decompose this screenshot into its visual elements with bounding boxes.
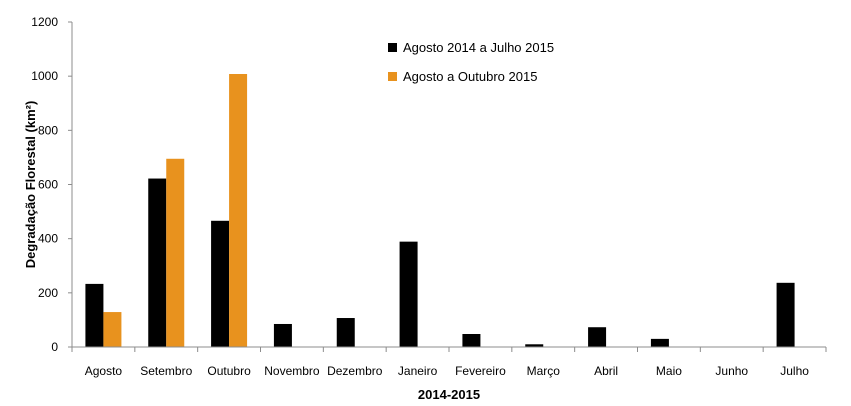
x-tick-label: Setembro [140, 364, 192, 378]
y-tick-label: 1000 [31, 69, 58, 83]
x-tick-label: Agosto [85, 364, 123, 378]
bar-series-2 [103, 312, 122, 347]
y-tick-label: 200 [38, 286, 58, 300]
x-tick-label: Maio [656, 364, 682, 378]
bar-series-1 [525, 344, 544, 347]
x-tick-label: Abril [594, 364, 618, 378]
x-axis-title: 2014-2015 [418, 387, 480, 402]
legend-swatch [388, 43, 397, 52]
x-tick-label: Junho [715, 364, 748, 378]
bar-series-1 [462, 334, 481, 347]
y-tick-label: 400 [38, 232, 58, 246]
bar-series-1 [776, 282, 795, 347]
y-tick-label: 600 [38, 178, 58, 192]
bar-series-1 [399, 241, 418, 347]
x-tick-label: Março [527, 364, 561, 378]
y-axis-title: Degradação Florestal (km²) [23, 101, 38, 269]
x-tick-label: Janeiro [398, 364, 438, 378]
bar-series-1 [148, 178, 167, 347]
y-tick-label: 0 [51, 340, 58, 354]
y-tick-label: 1200 [31, 15, 58, 29]
bar-series-2 [229, 74, 248, 347]
legend-swatch [388, 72, 397, 81]
x-tick-label: Fevereiro [455, 364, 506, 378]
bar-series-1 [588, 327, 607, 347]
bar-series-1 [211, 220, 230, 347]
y-axis-ticks: 0 200 400 600 800 1000 1200 [31, 15, 72, 354]
x-tick-label: Novembro [264, 364, 320, 378]
legend: Agosto 2014 a Julho 2015 Agosto a Outubro… [388, 40, 554, 84]
bar-series-1 [650, 338, 669, 347]
bar-series-1 [273, 323, 292, 347]
y-tick-label: 800 [38, 123, 58, 137]
legend-label: Agosto 2014 a Julho 2015 [403, 40, 554, 55]
bar-series-2 [166, 158, 185, 347]
bar-series-1 [336, 318, 355, 347]
x-tick-label: Dezembro [327, 364, 383, 378]
bars [85, 74, 795, 347]
x-tick-label: Julho [780, 364, 809, 378]
legend-label: Agosto a Outubro 2015 [403, 69, 537, 84]
x-axis-ticks: Agosto Setembro Outubro Novembro Dezembro Jan… [71, 347, 827, 378]
x-tick-label: Outubro [207, 364, 251, 378]
bar-series-1 [85, 283, 104, 347]
